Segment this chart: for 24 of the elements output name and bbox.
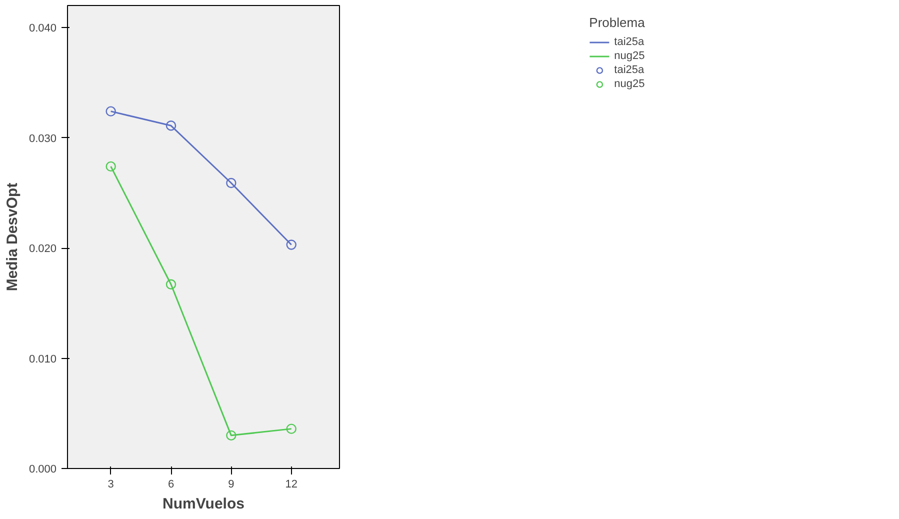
point: [166, 120, 176, 131]
y-tick-label: 0.000: [28, 464, 57, 476]
x-tick-label: 12: [285, 478, 298, 490]
legend-title: Problema: [589, 15, 645, 30]
legend-label: tai25a: [614, 63, 644, 77]
point: [226, 178, 236, 188]
point: [166, 279, 176, 290]
x-tick-label: 3: [108, 478, 114, 490]
text: tai25a: [614, 36, 644, 48]
y-tick-label: 0.010: [28, 353, 57, 366]
y-axis-title: Media DesvOpt: [4, 182, 21, 292]
point: [226, 430, 236, 441]
legend-label: nug25: [614, 77, 645, 91]
text: nug25: [614, 50, 645, 62]
point: [106, 106, 116, 116]
y-tick-label: 0.020: [28, 243, 57, 256]
x-tick-label: 6: [168, 478, 174, 490]
y-tick-label: 0.040: [28, 22, 57, 35]
point: [106, 161, 116, 172]
x-axis-title: NumVuelos: [162, 496, 244, 512]
x-tick-label: 9: [228, 478, 234, 490]
point: [286, 240, 296, 250]
y-tick-label: 0.030: [28, 132, 57, 145]
point: [286, 424, 296, 434]
